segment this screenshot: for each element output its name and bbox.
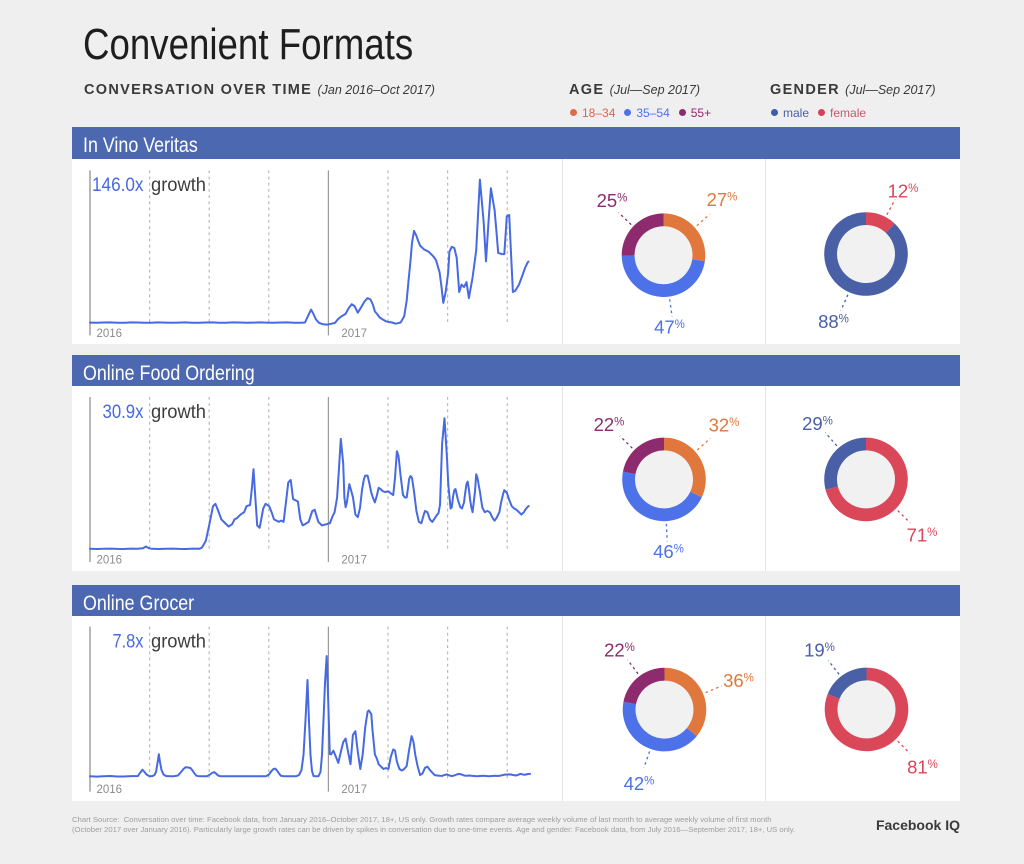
svg-text:46%: 46% xyxy=(653,541,684,562)
svg-text:42%: 42% xyxy=(624,773,655,794)
svg-text:47%: 47% xyxy=(654,317,685,338)
svg-text:19%: 19% xyxy=(804,640,835,661)
svg-text:71%: 71% xyxy=(907,525,938,546)
svg-text:2017: 2017 xyxy=(341,784,367,796)
svg-text:12%: 12% xyxy=(888,181,919,202)
svg-text:36%: 36% xyxy=(723,670,754,691)
svg-text:2016: 2016 xyxy=(97,784,123,796)
svg-text:2016: 2016 xyxy=(97,328,123,340)
svg-text:30.9x: 30.9x xyxy=(103,401,144,423)
svg-text:growth: growth xyxy=(151,630,206,652)
svg-text:25%: 25% xyxy=(597,190,628,211)
svg-text:27%: 27% xyxy=(707,189,738,210)
svg-text:81%: 81% xyxy=(907,757,938,778)
svg-text:growth: growth xyxy=(151,174,206,196)
svg-text:32%: 32% xyxy=(709,415,740,436)
svg-text:22%: 22% xyxy=(604,640,635,661)
svg-text:2017: 2017 xyxy=(341,328,367,340)
svg-text:29%: 29% xyxy=(802,413,833,434)
svg-text:2017: 2017 xyxy=(341,555,367,567)
svg-text:88%: 88% xyxy=(818,311,849,332)
svg-text:7.8x: 7.8x xyxy=(113,630,144,652)
svg-text:22%: 22% xyxy=(594,414,625,435)
svg-text:2016: 2016 xyxy=(97,555,123,567)
svg-text:growth: growth xyxy=(151,401,206,423)
svg-text:146.0x: 146.0x xyxy=(92,174,144,196)
